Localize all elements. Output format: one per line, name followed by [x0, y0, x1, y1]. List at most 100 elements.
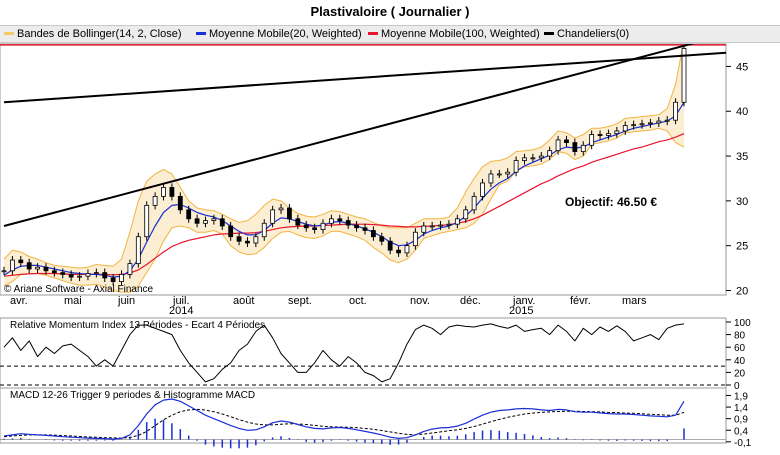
candle-body — [555, 139, 561, 152]
candle-body — [312, 227, 318, 230]
x-tick-label: nov. — [410, 295, 430, 307]
rsi-y-tick-label: 80 — [734, 331, 746, 342]
rsi-title: Relative Momentum Index 13 Périodes - Ec… — [10, 320, 265, 331]
candle-body — [421, 225, 427, 233]
candle-body — [303, 224, 309, 229]
candle-body — [245, 240, 250, 244]
price-y-tick-label: 25 — [736, 241, 748, 253]
candle-body — [580, 144, 586, 152]
candle-body — [295, 218, 301, 226]
candle-body — [664, 119, 670, 122]
candle-body — [614, 130, 620, 135]
candle-body — [622, 125, 628, 132]
candle-body — [379, 236, 385, 242]
price-layer — [0, 44, 726, 293]
legend-item-ma100[interactable]: Moyenne Mobile(100, Weighted) — [368, 28, 540, 40]
candle-body — [362, 227, 368, 231]
candle-body — [396, 249, 401, 254]
ma100-line — [3, 133, 685, 277]
legend-label-bollinger: Bandes de Bollinger(14, 2, Close) — [17, 28, 182, 40]
candle-body — [119, 273, 124, 282]
ma20-line — [3, 101, 685, 278]
candle-body — [480, 182, 485, 197]
rsi-line — [3, 323, 685, 383]
candle-body — [538, 155, 544, 159]
candle-body — [656, 120, 662, 124]
objective-annotation: Objectif: 46.50 € — [565, 195, 657, 209]
bollinger-upper-line — [3, 44, 684, 269]
candle-body — [51, 270, 57, 273]
candle-body — [228, 225, 234, 238]
candle-body — [236, 236, 242, 242]
legend-swatch-ma20 — [196, 31, 206, 35]
trendline-2 — [3, 44, 695, 227]
candle-body — [85, 273, 91, 277]
candle-body — [329, 218, 334, 224]
candle-body — [110, 277, 116, 282]
candle-body — [589, 134, 595, 146]
candle-body — [9, 259, 15, 272]
macd-layer: -0,10,40,91,41,9 — [0, 391, 752, 449]
legend-bar: Bandes de Bollinger(14, 2, Close) Moyenn… — [0, 25, 780, 43]
candle-body — [261, 222, 267, 238]
time-x-axis: avr. mai juin juil. août sept. oct. nov. déc. jan… — [10, 295, 647, 317]
candle-body — [522, 157, 527, 161]
legend-swatch-ma100 — [368, 31, 378, 35]
candle-body — [681, 48, 687, 103]
macd-y-tick-label: 1,4 — [734, 403, 748, 414]
macd-trigger-line — [3, 408, 685, 439]
legend-item-bollinger[interactable]: Bandes de Bollinger(14, 2, Close) — [4, 28, 181, 40]
rsi-y-tick-label: 100 — [734, 318, 751, 329]
legend-swatch-bollinger — [4, 31, 14, 35]
legend-item-candles[interactable]: Chandeliers(0) — [544, 28, 629, 40]
candle-body — [488, 173, 494, 184]
candle-body — [186, 209, 192, 220]
candle-body — [177, 195, 183, 211]
macd-line — [3, 398, 685, 440]
x-tick-label: déc. — [460, 295, 481, 307]
candle-body — [572, 142, 578, 152]
candle-body — [18, 259, 24, 264]
candle-body — [169, 187, 175, 197]
candle-body — [370, 230, 376, 238]
rsi-y-tick-label: 40 — [734, 356, 746, 367]
candle-body — [1, 270, 7, 273]
legend-label-candles: Chandeliers(0) — [557, 28, 630, 40]
candle-body — [43, 266, 49, 272]
candle-body — [631, 124, 637, 127]
macd-y-tick-label: 1,9 — [734, 391, 748, 402]
candle-body — [446, 223, 452, 226]
candle-body — [454, 218, 460, 225]
x-year-label: 2015 — [509, 305, 533, 317]
candle-body — [354, 224, 359, 229]
x-tick-label: août — [233, 295, 254, 307]
macd-y-tick-label: -0,1 — [734, 438, 752, 449]
candle-body — [387, 240, 393, 251]
candle-body — [606, 133, 611, 136]
x-tick-label: juin — [117, 295, 135, 307]
candle-body — [161, 187, 166, 197]
x-tick-label: avr. — [10, 295, 28, 307]
bollinger-lower-line — [3, 127, 685, 293]
candle-body — [102, 272, 108, 279]
chart-title: Plastivaloire ( Journalier ) — [310, 4, 470, 19]
candle-body — [496, 173, 502, 176]
candle-body — [144, 204, 150, 238]
legend-item-ma20[interactable]: Moyenne Mobile(20, Weighted) — [196, 28, 362, 40]
candle-body — [463, 209, 469, 220]
macd-y-tick-label: 0,4 — [734, 426, 748, 437]
price-y-tick-label: 40 — [736, 106, 748, 118]
x-tick-label: févr. — [570, 295, 591, 307]
candle-body — [68, 273, 74, 278]
candle-body — [547, 150, 553, 157]
price-y-tick-label: 20 — [736, 286, 748, 298]
price-panel-frame — [0, 43, 727, 296]
x-tick-label: juil. — [172, 295, 190, 307]
candle-body — [639, 123, 645, 126]
candle-body — [530, 157, 536, 160]
candle-body — [253, 236, 259, 244]
candle-body — [412, 231, 418, 247]
candle-body — [513, 160, 519, 173]
candle-body — [127, 263, 133, 275]
candle-body — [26, 262, 32, 270]
